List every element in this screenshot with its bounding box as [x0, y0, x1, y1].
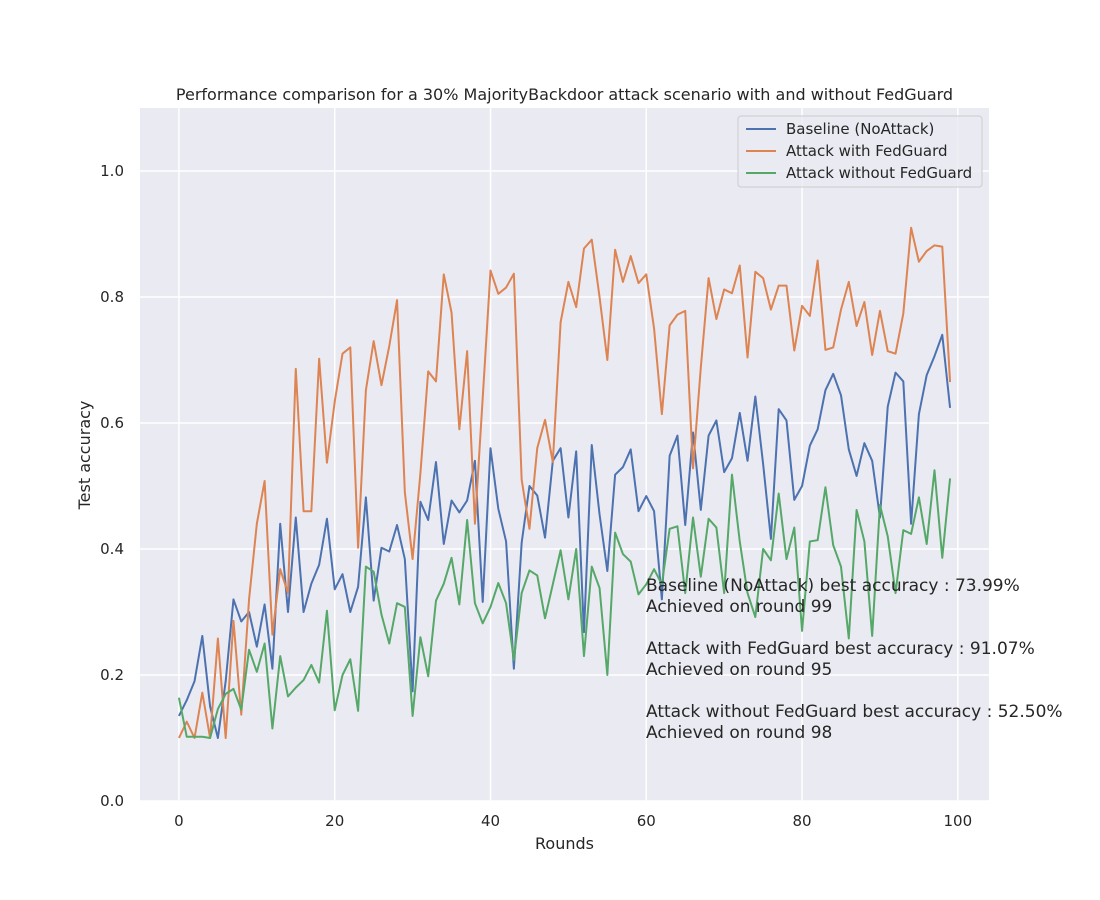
y-tick-label: 0.4 — [100, 540, 124, 558]
annotation-baseline-best: Baseline (NoAttack) best accuracy : 73.9… — [646, 576, 1020, 596]
x-axis-label: Rounds — [535, 834, 594, 853]
y-tick-label: 0.0 — [100, 792, 124, 810]
annotation-block: Baseline (NoAttack) best accuracy : 73.9… — [646, 576, 1063, 743]
legend: Baseline (NoAttack) Attack with FedGuard… — [737, 115, 983, 188]
y-tick-label: 0.8 — [100, 288, 124, 306]
tick-labels: 0 20 40 60 80 100 0.0 0.2 0.4 0.6 0.8 1.0 — [100, 162, 972, 830]
y-tick-label: 0.2 — [100, 666, 124, 684]
legend-label-nofedguard: Attack without FedGuard — [786, 164, 972, 182]
annotation-nofedguard-round: Achieved on round 98 — [646, 723, 832, 743]
x-tick-label: 20 — [325, 812, 344, 830]
x-tick-label: 80 — [793, 812, 812, 830]
x-tick-label: 60 — [637, 812, 656, 830]
annotation-baseline-round: Achieved on round 99 — [646, 597, 832, 617]
legend-label-fedguard: Attack with FedGuard — [786, 142, 948, 160]
legend-label-baseline: Baseline (NoAttack) — [786, 120, 934, 138]
x-tick-label: 0 — [174, 812, 184, 830]
annotation-fedguard-best: Attack with FedGuard best accuracy : 91.… — [646, 639, 1035, 659]
x-tick-label: 40 — [481, 812, 500, 830]
series-lines — [177, 226, 952, 739]
series-line-attack-without-fedguard — [177, 469, 952, 739]
annotation-nofedguard-best: Attack without FedGuard best accuracy : … — [646, 702, 1063, 722]
series-line-baseline — [178, 333, 952, 739]
chart-title: Performance comparison for a 30% Majorit… — [176, 85, 953, 104]
plot-background — [140, 108, 989, 801]
x-tick-label: 100 — [944, 812, 973, 830]
y-tick-label: 0.6 — [100, 414, 124, 432]
series-line-attack-with-fedguard — [178, 226, 952, 739]
annotation-fedguard-round: Achieved on round 95 — [646, 660, 832, 680]
legend-box — [737, 115, 983, 188]
y-axis-label: Test accuracy — [75, 401, 94, 511]
y-tick-label: 1.0 — [100, 162, 124, 180]
